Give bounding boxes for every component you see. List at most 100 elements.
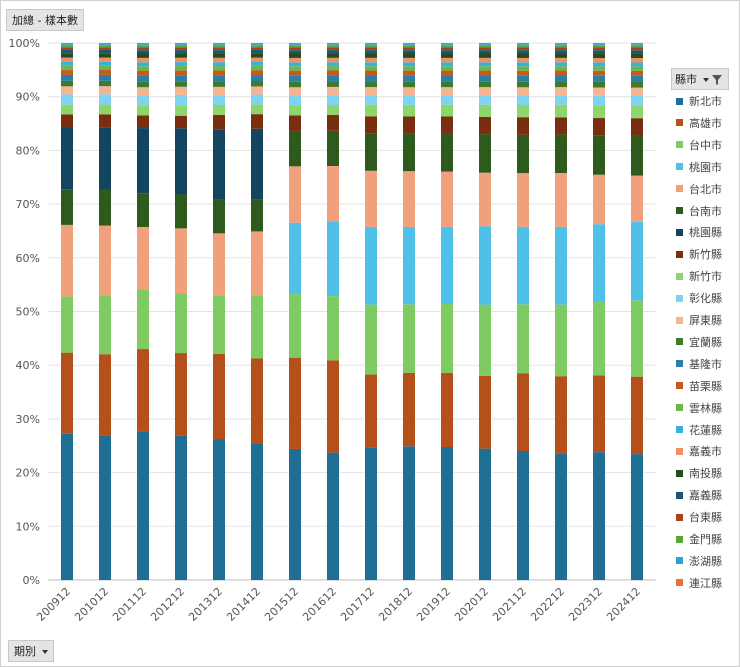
bar-segment [441, 171, 453, 227]
axis-field-button[interactable]: 期別 [8, 640, 54, 662]
bar-segment [289, 66, 301, 71]
bar-segment [593, 50, 605, 54]
bar-segment [175, 228, 187, 294]
bar-segment [365, 44, 377, 46]
bar-segment [175, 57, 187, 63]
bar-segment [251, 75, 263, 82]
bar-segment [365, 116, 377, 134]
bar-segment [213, 43, 225, 45]
legend-item: 台東縣 [676, 509, 722, 525]
bar-segment [403, 372, 415, 447]
bar-segment [441, 116, 453, 133]
legend-label: 桃園市 [689, 160, 722, 174]
legend-item: 雲林縣 [676, 400, 722, 416]
legend-filter-label: 縣市 [675, 73, 697, 86]
bar-segment [631, 45, 643, 48]
bar-segment [631, 300, 643, 377]
y-tick-label: 80% [16, 144, 40, 157]
bar-segment [555, 43, 567, 45]
bar-segment [61, 44, 73, 46]
legend-swatch [676, 97, 683, 105]
bar-segment [213, 50, 225, 54]
bar-segment [593, 44, 605, 46]
bar-segment [403, 304, 415, 373]
bar-segment [251, 70, 263, 76]
y-tick-label: 30% [16, 413, 40, 426]
legend-item: 彰化縣 [676, 290, 722, 306]
bar-segment [593, 224, 605, 303]
bar-segment [99, 61, 111, 66]
bar-segment [555, 226, 567, 305]
bar-segment [403, 95, 415, 105]
bar-segment [213, 81, 225, 87]
bar-segment [555, 57, 567, 63]
bar-segment [251, 43, 263, 45]
bar-segment [365, 45, 377, 48]
bar-segment [99, 57, 111, 62]
legend-item: 連江縣 [676, 575, 722, 591]
bar-segment [593, 302, 605, 376]
bar-segment [327, 221, 339, 297]
bar-segment [251, 50, 263, 54]
bar-segment [441, 57, 453, 63]
legend-swatch [676, 294, 683, 302]
bar-segment [251, 199, 263, 232]
bar-segment [251, 231, 263, 296]
bar-segment [555, 53, 567, 58]
bar-segment [99, 104, 111, 115]
bar-segment [175, 105, 187, 116]
legend-filter-button[interactable]: 縣市 [671, 68, 729, 90]
bar-segment [213, 86, 225, 96]
legend-item: 南投縣 [676, 465, 722, 481]
bar-segment [631, 53, 643, 59]
bar-segment [365, 95, 377, 105]
bar-segment [441, 95, 453, 105]
bar-segment [479, 70, 491, 76]
bar-segment [327, 70, 339, 76]
bar-segment [327, 53, 339, 58]
bar-segment [61, 114, 73, 128]
bar-segment [403, 446, 415, 580]
bar-segment [61, 296, 73, 353]
bar-segment [365, 226, 377, 305]
bar-segment [517, 66, 529, 71]
bar-segment [631, 62, 643, 67]
legend-label: 台東縣 [689, 511, 722, 525]
bar-segment [631, 50, 643, 54]
x-tick-label: 201112 [110, 585, 149, 624]
bar-segment [213, 53, 225, 58]
bar-segment [631, 135, 643, 176]
bar-segment [213, 233, 225, 296]
bar-segment [479, 50, 491, 54]
bar-segment [403, 57, 415, 63]
bar-segment [631, 105, 643, 119]
bar-segment [289, 81, 301, 88]
bar-segment [517, 173, 529, 227]
bar-segment [251, 53, 263, 58]
bar-segment [61, 433, 73, 580]
bar-segment [403, 133, 415, 172]
bar-segment [479, 116, 491, 135]
bar-segment [99, 80, 111, 87]
bar-segment [631, 44, 643, 46]
bar-segment [365, 53, 377, 58]
bar-segment [441, 43, 453, 45]
bar-segment [213, 354, 225, 440]
bar-segment [517, 134, 529, 174]
legend-swatch [676, 316, 683, 324]
bar-segment [365, 170, 377, 227]
legend-label: 新竹市 [689, 270, 722, 284]
bar-segment [365, 87, 377, 96]
bar-segment [137, 45, 149, 48]
legend-item: 台北市 [676, 181, 722, 197]
bar-segment [479, 62, 491, 67]
bar-segment [555, 44, 567, 46]
bar-segment [175, 293, 187, 354]
bar-segment [213, 70, 225, 76]
bar-segment [403, 104, 415, 117]
bar-segment [137, 349, 149, 432]
bar-segment [61, 45, 73, 48]
bar-segment [555, 453, 567, 580]
bar-segment [99, 45, 111, 48]
value-field-button[interactable]: 加總 - 樣本數 [6, 9, 84, 31]
